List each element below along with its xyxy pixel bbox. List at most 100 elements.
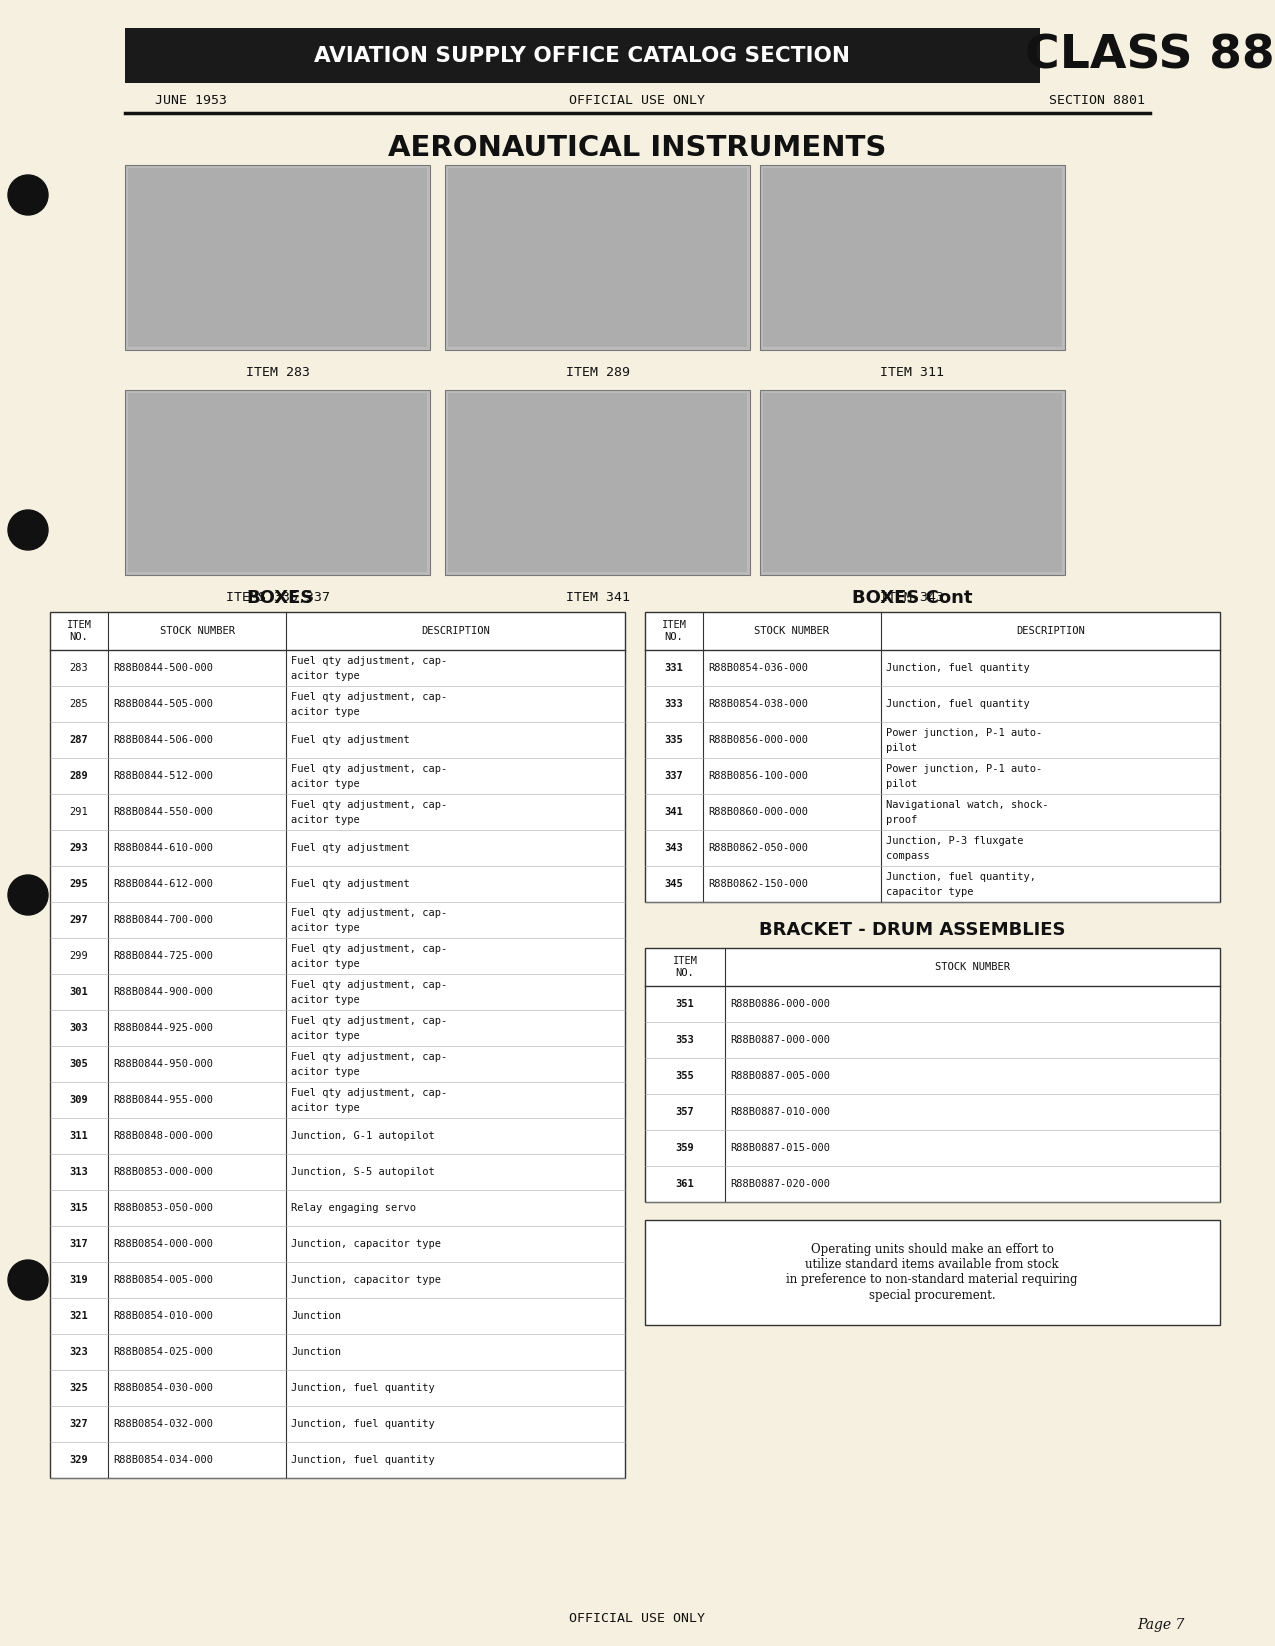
Text: 353: 353 <box>676 1035 695 1045</box>
Text: 299: 299 <box>70 951 88 961</box>
Text: Operating units should make an effort to
utilize standard items available from s: Operating units should make an effort to… <box>787 1243 1077 1302</box>
Text: 291: 291 <box>70 807 88 816</box>
Text: 323: 323 <box>70 1346 88 1356</box>
Bar <box>128 168 427 347</box>
Text: JUNE 1953: JUNE 1953 <box>156 94 227 107</box>
Text: ITEM 341: ITEM 341 <box>566 591 630 604</box>
Text: Junction, capacitor type: Junction, capacitor type <box>291 1276 441 1286</box>
Text: 287: 287 <box>70 736 88 746</box>
Text: acitor type: acitor type <box>291 815 360 825</box>
Text: Junction, fuel quantity,: Junction, fuel quantity, <box>886 872 1037 882</box>
Bar <box>125 390 430 574</box>
Text: Fuel qty adjustment, cap-: Fuel qty adjustment, cap- <box>291 1016 448 1025</box>
Text: ITEM
NO.: ITEM NO. <box>66 621 92 642</box>
Text: Junction: Junction <box>291 1346 340 1356</box>
Text: acitor type: acitor type <box>291 779 360 788</box>
Bar <box>50 612 625 1478</box>
Text: R88B0854-010-000: R88B0854-010-000 <box>113 1310 213 1322</box>
Text: R88B0854-030-000: R88B0854-030-000 <box>113 1383 213 1393</box>
Text: R88B0853-000-000: R88B0853-000-000 <box>113 1167 213 1177</box>
Text: R88B0844-950-000: R88B0844-950-000 <box>113 1058 213 1068</box>
Text: R88B0854-005-000: R88B0854-005-000 <box>113 1276 213 1286</box>
Text: 329: 329 <box>70 1455 88 1465</box>
Text: Fuel qty adjustment: Fuel qty adjustment <box>291 843 409 853</box>
Text: Relay engaging servo: Relay engaging servo <box>291 1203 416 1213</box>
Text: OFFICIAL USE ONLY: OFFICIAL USE ONLY <box>569 94 705 107</box>
Text: Fuel qty adjustment, cap-: Fuel qty adjustment, cap- <box>291 945 448 955</box>
Text: R88B0854-034-000: R88B0854-034-000 <box>113 1455 213 1465</box>
Text: R88B0856-100-000: R88B0856-100-000 <box>708 770 808 780</box>
Text: 355: 355 <box>676 1072 695 1081</box>
Text: STOCK NUMBER: STOCK NUMBER <box>935 961 1010 973</box>
Text: pilot: pilot <box>886 742 917 752</box>
Text: ITEM 289: ITEM 289 <box>566 365 630 379</box>
Text: BOXES Cont: BOXES Cont <box>852 589 973 607</box>
Bar <box>448 393 747 573</box>
Text: acitor type: acitor type <box>291 672 360 681</box>
Text: R88B0854-036-000: R88B0854-036-000 <box>708 663 808 673</box>
Text: Junction, fuel quantity: Junction, fuel quantity <box>291 1419 435 1429</box>
Text: Fuel qty adjustment: Fuel qty adjustment <box>291 879 409 889</box>
Text: R88B0853-050-000: R88B0853-050-000 <box>113 1203 213 1213</box>
Text: 289: 289 <box>70 770 88 780</box>
Circle shape <box>8 510 48 550</box>
Text: SECTION 8801: SECTION 8801 <box>1049 94 1145 107</box>
Text: 351: 351 <box>676 999 695 1009</box>
Text: ITEM
NO.: ITEM NO. <box>672 956 697 978</box>
Text: ITEMS 335,337: ITEMS 335,337 <box>226 591 329 604</box>
Text: 359: 359 <box>676 1142 695 1152</box>
Text: BRACKET - DRUM ASSEMBLIES: BRACKET - DRUM ASSEMBLIES <box>759 922 1065 938</box>
Text: ITEM 343: ITEM 343 <box>881 591 945 604</box>
Text: Fuel qty adjustment, cap-: Fuel qty adjustment, cap- <box>291 979 448 989</box>
Text: STOCK NUMBER: STOCK NUMBER <box>159 625 235 635</box>
Text: 341: 341 <box>664 807 683 816</box>
Text: DESCRIPTION: DESCRIPTION <box>1016 625 1085 635</box>
Text: ITEM 283: ITEM 283 <box>246 365 310 379</box>
Text: Power junction, P-1 auto-: Power junction, P-1 auto- <box>886 764 1042 774</box>
Text: proof: proof <box>886 815 917 825</box>
Text: Fuel qty adjustment: Fuel qty adjustment <box>291 736 409 746</box>
Text: acitor type: acitor type <box>291 708 360 718</box>
Text: acitor type: acitor type <box>291 923 360 933</box>
Text: R88B0844-506-000: R88B0844-506-000 <box>113 736 213 746</box>
Text: R88B0887-005-000: R88B0887-005-000 <box>731 1072 830 1081</box>
Bar <box>762 393 1062 573</box>
Text: 327: 327 <box>70 1419 88 1429</box>
Text: 293: 293 <box>70 843 88 853</box>
Bar <box>125 165 430 351</box>
Text: Fuel qty adjustment, cap-: Fuel qty adjustment, cap- <box>291 1088 448 1098</box>
Bar <box>445 390 750 574</box>
Text: OFFICIAL USE ONLY: OFFICIAL USE ONLY <box>569 1611 705 1625</box>
Text: R88B0887-010-000: R88B0887-010-000 <box>731 1108 830 1118</box>
Text: Junction, capacitor type: Junction, capacitor type <box>291 1239 441 1249</box>
Text: CLASS 88: CLASS 88 <box>1025 33 1275 77</box>
Bar <box>448 168 747 347</box>
Text: Page 7: Page 7 <box>1137 1618 1184 1631</box>
Text: capacitor type: capacitor type <box>886 887 974 897</box>
Text: 297: 297 <box>70 915 88 925</box>
Text: 325: 325 <box>70 1383 88 1393</box>
Text: 295: 295 <box>70 879 88 889</box>
Text: 311: 311 <box>70 1131 88 1141</box>
Text: 285: 285 <box>70 700 88 709</box>
Text: 301: 301 <box>70 988 88 997</box>
Text: acitor type: acitor type <box>291 1103 360 1113</box>
Text: 361: 361 <box>676 1179 695 1188</box>
Text: Junction, P-3 fluxgate: Junction, P-3 fluxgate <box>886 836 1024 846</box>
Text: 335: 335 <box>664 736 683 746</box>
Text: 303: 303 <box>70 1024 88 1034</box>
Text: 357: 357 <box>676 1108 695 1118</box>
Text: Navigational watch, shock-: Navigational watch, shock- <box>886 800 1048 810</box>
Text: 313: 313 <box>70 1167 88 1177</box>
Text: acitor type: acitor type <box>291 1067 360 1076</box>
Circle shape <box>8 1259 48 1300</box>
Text: 283: 283 <box>70 663 88 673</box>
Bar <box>125 28 1040 82</box>
Bar <box>760 165 1065 351</box>
Text: Junction, fuel quantity: Junction, fuel quantity <box>886 663 1030 673</box>
Text: R88B0854-038-000: R88B0854-038-000 <box>708 700 808 709</box>
Text: R88B0844-612-000: R88B0844-612-000 <box>113 879 213 889</box>
Text: 337: 337 <box>664 770 683 780</box>
Text: STOCK NUMBER: STOCK NUMBER <box>755 625 830 635</box>
Text: Fuel qty adjustment, cap-: Fuel qty adjustment, cap- <box>291 800 448 810</box>
